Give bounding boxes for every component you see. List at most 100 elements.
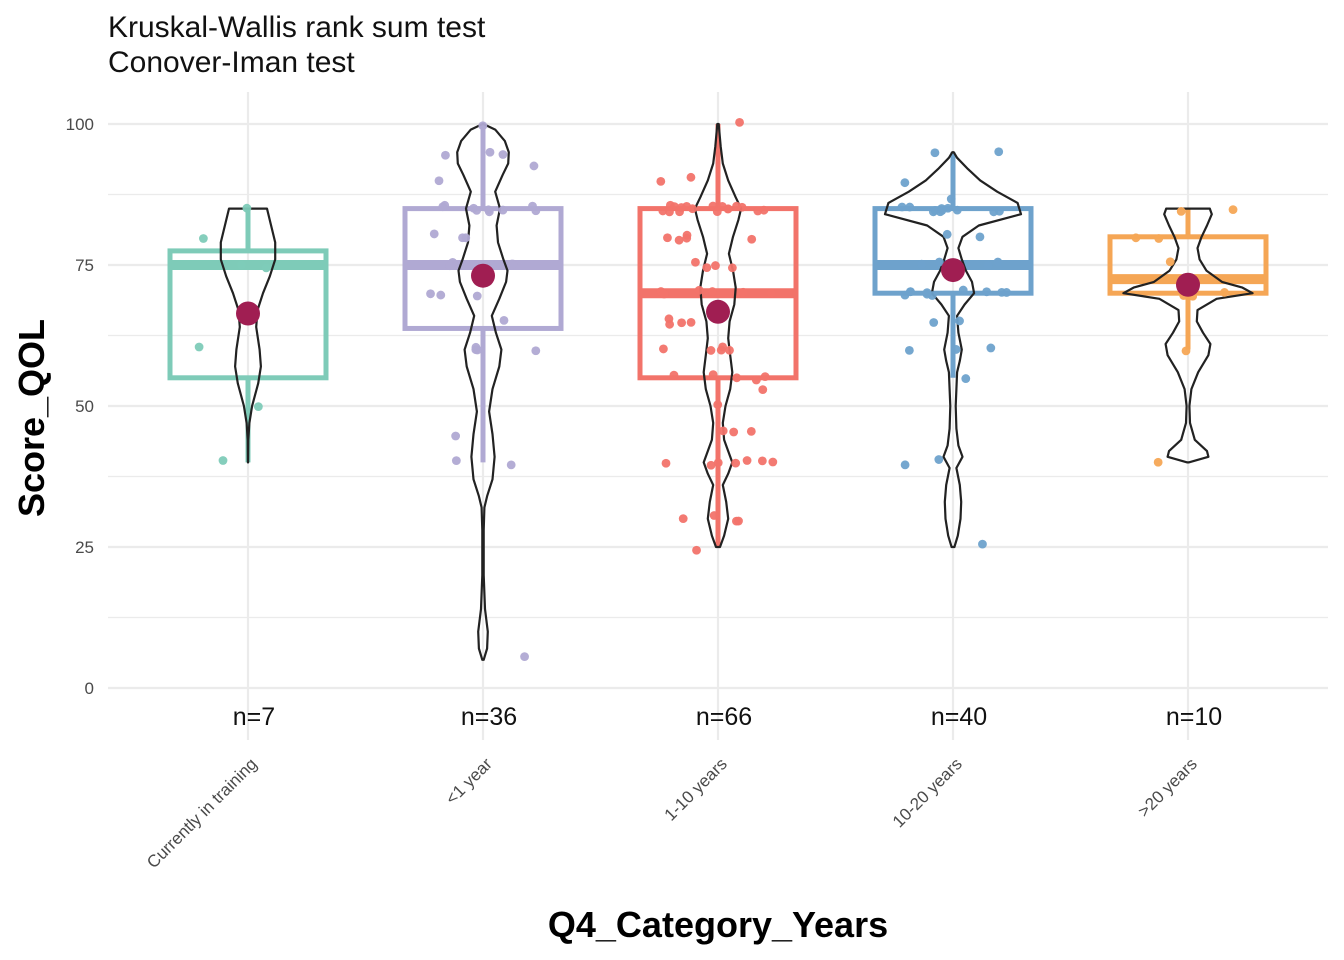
data-point [237, 260, 246, 270]
data-point [434, 176, 444, 186]
data-point [742, 456, 752, 465]
data-point [1154, 234, 1164, 243]
data-point [1153, 457, 1163, 467]
data-point [732, 201, 741, 211]
n-label-4: n=10 [1166, 703, 1222, 731]
data-point [712, 207, 722, 217]
data-point [659, 344, 668, 354]
data-point [691, 257, 700, 267]
chart-subtitle-line-1: Kruskal-Wallis rank sum test [108, 11, 486, 44]
mean-markers [236, 258, 1200, 326]
data-point [734, 516, 743, 526]
data-point [702, 263, 712, 273]
x-tick-label: <1 year [442, 754, 496, 808]
data-point [725, 345, 734, 355]
data-point [711, 261, 720, 270]
chart-subtitle-line-2: Conover-Iman test [108, 46, 355, 79]
y-axis-title: Score_QOL [11, 319, 52, 517]
data-point [686, 172, 696, 182]
data-point [253, 402, 263, 412]
data-point [952, 205, 962, 215]
n-label-2: n=66 [696, 703, 752, 731]
data-point [198, 234, 208, 243]
data-point [708, 370, 718, 380]
data-point [934, 257, 944, 267]
data-point [688, 204, 697, 214]
data-point [961, 374, 971, 383]
data-point [706, 346, 716, 355]
data-point [661, 458, 671, 468]
data-point [951, 345, 961, 354]
data-point [731, 458, 741, 468]
data-point [713, 400, 723, 410]
data-point [438, 202, 448, 212]
data-point [930, 148, 940, 158]
data-point [669, 370, 679, 380]
data-point [436, 290, 446, 300]
data-point [528, 201, 537, 211]
data-point [484, 207, 494, 217]
data-point [978, 539, 987, 549]
data-point [506, 460, 516, 470]
violin-0 [219, 207, 277, 464]
data-point [665, 319, 675, 329]
data-point [682, 230, 692, 240]
data-point [758, 385, 768, 395]
data-point [1181, 346, 1191, 356]
data-point [983, 261, 993, 270]
data-point [732, 373, 742, 383]
data-point [472, 345, 482, 355]
data-point [445, 261, 455, 271]
data-point [498, 150, 508, 159]
data-point [897, 202, 907, 212]
data-point [738, 287, 748, 297]
mean-point-1 [471, 263, 495, 288]
data-point [747, 234, 757, 244]
data-point [451, 431, 461, 441]
data-point [709, 511, 719, 520]
boxplot-1 [402, 124, 564, 463]
data-point [490, 261, 500, 271]
x-tick-label: >20 years [1134, 754, 1201, 821]
data-point [757, 456, 767, 466]
data-point [900, 460, 910, 470]
y-tick-label: 100 [66, 115, 94, 134]
data-point [989, 207, 999, 217]
data-point [751, 375, 761, 385]
data-point [746, 426, 756, 436]
n-label-0: n=7 [233, 703, 275, 731]
data-point [656, 176, 666, 186]
data-point [706, 460, 716, 470]
data-point [727, 263, 737, 273]
data-point [507, 259, 517, 269]
data-point [665, 207, 674, 217]
data-point [674, 235, 684, 245]
data-point [905, 202, 915, 212]
data-point [1176, 207, 1186, 216]
y-tick-label: 0 [85, 679, 94, 698]
n-label-3: n=40 [931, 703, 987, 731]
n-label-1: n=36 [461, 703, 517, 731]
data-point [900, 178, 910, 188]
data-point [1165, 257, 1175, 267]
data-point [760, 372, 770, 381]
data-point [768, 457, 778, 467]
y-tick-label: 50 [75, 397, 94, 416]
data-point [692, 545, 701, 555]
x-tick-label: Currently in training [143, 754, 261, 872]
data-point [713, 458, 723, 468]
data-point [905, 287, 915, 297]
data-point [499, 316, 509, 325]
data-point [677, 318, 687, 328]
data-point [753, 206, 763, 216]
data-point [441, 150, 450, 160]
x-tick-label: 10-20 years [889, 754, 966, 831]
data-point [975, 232, 985, 242]
data-point [958, 285, 968, 295]
x-axis-title: Q4_Category_Years [548, 904, 888, 945]
data-point [1228, 205, 1238, 215]
data-point [1131, 233, 1141, 243]
data-point [982, 287, 992, 297]
data-point [930, 206, 940, 215]
